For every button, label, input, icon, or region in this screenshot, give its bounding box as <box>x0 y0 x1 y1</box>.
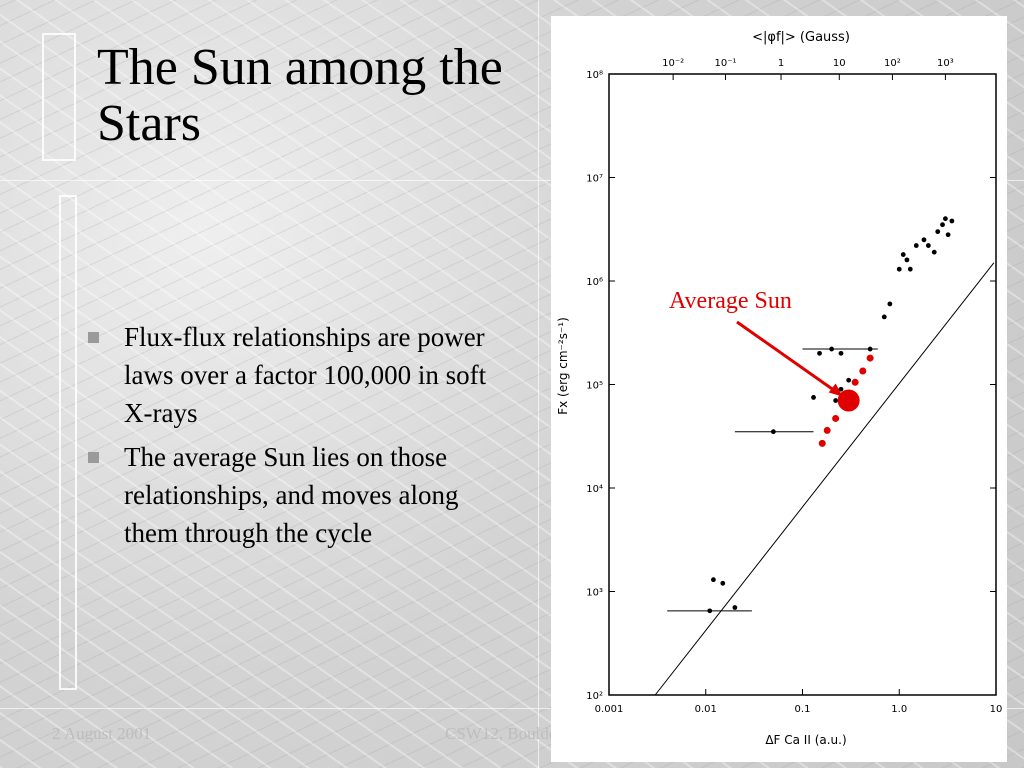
star-data-point <box>881 314 887 320</box>
slide-title: The Sun among the Stars <box>97 39 503 152</box>
solar-cycle-point <box>859 367 867 375</box>
solar-cycle-point <box>818 439 826 447</box>
star-data-point <box>940 222 945 228</box>
power-law-fit-line <box>654 262 995 696</box>
footer-date: 2 August 2001 <box>52 724 152 743</box>
star-data-point <box>711 577 716 583</box>
callout-arrowhead <box>828 383 843 397</box>
average-sun-label: Average Sun <box>669 288 792 314</box>
star-data-point <box>943 216 948 222</box>
star-data-point <box>907 266 913 272</box>
frame-line <box>538 0 539 768</box>
star-data-point <box>904 257 910 263</box>
frame-line <box>0 708 1024 709</box>
solar-cycle-point <box>832 414 840 422</box>
top-tick-label: 10⁻² <box>662 58 684 69</box>
bullet-square-icon <box>88 332 99 343</box>
star-data-point <box>945 232 951 238</box>
y-tick-label: 10⁵ <box>586 381 603 392</box>
plot-frame <box>608 73 997 696</box>
y-tick-label: 10⁶ <box>586 277 603 288</box>
x-tick-label: 0.01 <box>695 704 717 715</box>
star-data-point <box>900 252 906 257</box>
x-tick-label: 0.001 <box>595 704 624 715</box>
y-tick-label: 10³ <box>586 588 603 599</box>
star-data-point <box>833 398 839 403</box>
bullet-list: Flux-flux relationships are power laws o… <box>88 318 508 558</box>
star-data-point <box>913 243 919 248</box>
y-tick-label: 10⁷ <box>586 174 603 185</box>
star-data-point <box>817 350 822 356</box>
star-data-point <box>732 605 738 610</box>
x-tick-label: 10 <box>990 704 1003 715</box>
top-tick-label: 10 <box>833 58 846 69</box>
y-tick-label: 10² <box>586 691 603 702</box>
star-data-point <box>925 243 931 248</box>
title-decoration <box>42 33 76 161</box>
x-tick-label: 0.1 <box>795 704 811 715</box>
bullet-item: Flux-flux relationships are power laws o… <box>88 318 508 432</box>
x-tick-label: 1.0 <box>891 704 907 715</box>
top-tick-label: 10³ <box>937 58 954 69</box>
top-tick-label: 1 <box>778 58 784 69</box>
scatter-chart: <|φf|> (Gauss) Fx (erg cm⁻²s⁻¹) ΔF Ca II… <box>556 30 1003 747</box>
star-data-point <box>838 350 844 356</box>
frame-line <box>0 180 1024 181</box>
x-axis-label: ΔF Ca II (a.u.) <box>765 733 846 747</box>
star-data-point <box>896 266 902 272</box>
bullet-text: The average Sun lies on those relationsh… <box>124 442 459 548</box>
star-data-point <box>935 229 941 235</box>
top-tick-label: 10² <box>884 58 901 69</box>
bullet-square-icon <box>88 452 99 463</box>
y-axis-label: Fx (erg cm⁻²s⁻¹) <box>556 317 570 415</box>
star-data-point <box>887 301 893 307</box>
scatter-figure: <|φf|> (Gauss) Fx (erg cm⁻²s⁻¹) ΔF Ca II… <box>551 16 1007 762</box>
top-axis-label: <|φf|> (Gauss) <box>752 30 850 45</box>
star-data-point <box>931 249 937 255</box>
bullet-text: Flux-flux relationships are power laws o… <box>124 322 487 428</box>
bullet-item: The average Sun lies on those relationsh… <box>88 438 508 552</box>
side-decoration <box>59 195 77 690</box>
footer-conference: CSW12, Boulder <box>445 724 563 743</box>
star-data-point <box>811 395 816 400</box>
y-tick-label: 10⁸ <box>586 70 603 81</box>
top-tick-label: 10⁻¹ <box>714 58 736 69</box>
solar-cycle-point <box>866 354 874 362</box>
star-data-point <box>846 377 852 383</box>
solar-cycle-point <box>823 426 831 434</box>
solar-cycle-point <box>851 378 859 386</box>
star-data-point <box>720 580 726 586</box>
star-data-point <box>838 386 844 392</box>
star-data-point <box>949 218 955 224</box>
average-sun-marker <box>837 389 860 412</box>
star-data-point <box>921 237 927 243</box>
callout-arrow <box>736 320 840 395</box>
y-tick-label: 10⁴ <box>586 484 603 495</box>
